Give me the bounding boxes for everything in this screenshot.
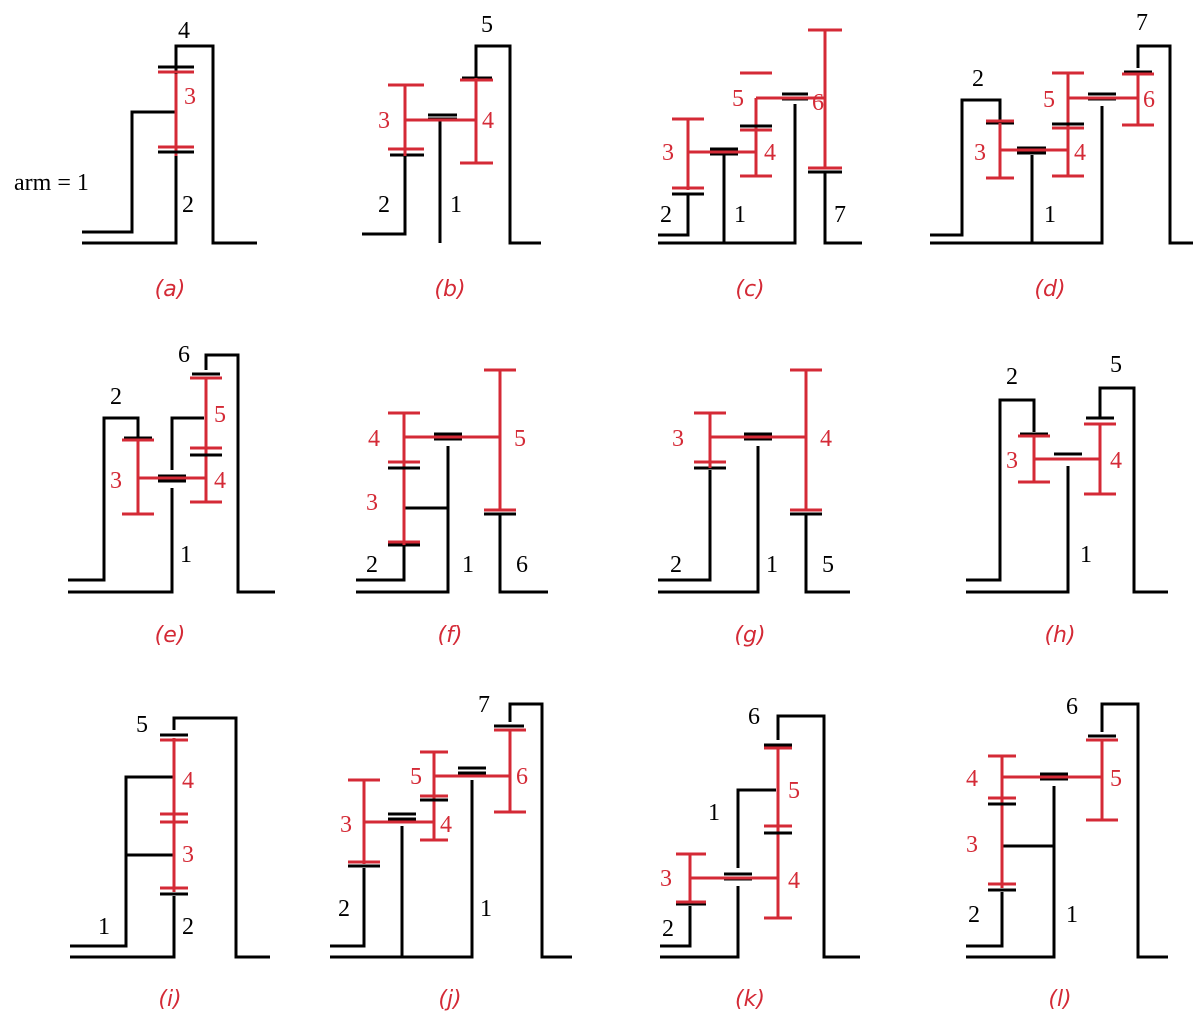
label-1: 1: [708, 800, 720, 826]
label-4: 4: [788, 868, 800, 894]
label-6: 6: [812, 90, 824, 116]
label-5: 5: [822, 552, 834, 578]
panel-k: 6 5 1 4 3 2 (k): [660, 704, 860, 1012]
label-3: 3: [110, 468, 122, 494]
caption-d: (d): [1034, 277, 1065, 302]
panel-c: 6 5 4 3 2 1 7 (c): [658, 28, 862, 302]
label-2: 2: [972, 66, 984, 92]
label-1: 1: [734, 202, 746, 228]
label-5: 5: [732, 86, 744, 112]
label-4: 4: [764, 140, 776, 166]
panel-h: 2 5 3 4 1 (h): [966, 352, 1168, 648]
panel-g: 3 4 2 1 5 (g): [658, 368, 850, 648]
label-3: 3: [184, 84, 196, 110]
label-3: 3: [672, 426, 684, 452]
panel-i: 5 4 3 1 2 (i): [70, 712, 270, 1012]
label-1: 1: [766, 552, 778, 578]
label-3: 3: [662, 140, 674, 166]
panel-j: 7 5 6 3 4 2 1 (j): [330, 692, 572, 1012]
label-6: 6: [178, 342, 190, 368]
label-4: 4: [214, 468, 226, 494]
label-2: 2: [968, 902, 980, 928]
label-4: 4: [182, 768, 194, 794]
label-1: 1: [1080, 542, 1092, 568]
label-4: 4: [368, 426, 380, 452]
label-4: 4: [1110, 448, 1122, 474]
label-6: 6: [516, 764, 528, 790]
label-6: 6: [1143, 87, 1155, 113]
label-6: 6: [748, 704, 760, 730]
label-4: 4: [440, 812, 452, 838]
label-4: 4: [1074, 140, 1086, 166]
caption-f: (f): [438, 623, 463, 648]
label-2: 2: [338, 896, 350, 922]
label-5: 5: [788, 778, 800, 804]
label-6: 6: [516, 552, 528, 578]
caption-g: (g): [734, 623, 765, 648]
label-5: 5: [1110, 766, 1122, 792]
caption-c: (c): [735, 277, 764, 302]
label-4: 4: [966, 766, 978, 792]
label-7: 7: [478, 692, 490, 718]
label-3: 3: [1006, 448, 1018, 474]
caption-a: (a): [155, 277, 186, 302]
label-5: 5: [136, 712, 148, 738]
panel-b: 5 3 4 2 1 (b): [362, 12, 541, 302]
label-5: 5: [1043, 87, 1055, 113]
label-2: 2: [660, 202, 672, 228]
label-7: 7: [834, 202, 846, 228]
panel-d: 7 2 5 6 3 4 1 (d): [930, 10, 1193, 302]
label-3: 3: [974, 140, 986, 166]
label-4: 4: [482, 108, 494, 134]
label-3: 3: [366, 490, 378, 516]
label-1: 1: [1066, 902, 1078, 928]
arm-label: arm = 1: [14, 170, 89, 196]
label-2: 2: [182, 192, 194, 218]
label-4: 4: [178, 18, 190, 44]
panel-a: 4 3 2 arm = 1 (a): [14, 18, 257, 302]
label-7: 7: [1136, 10, 1148, 36]
panel-l: 6 4 5 3 2 1 (l): [966, 694, 1168, 1012]
label-2: 2: [670, 552, 682, 578]
label-3: 3: [660, 866, 672, 892]
label-3: 3: [182, 842, 194, 868]
label-2: 2: [110, 384, 122, 410]
caption-l: (l): [1048, 987, 1071, 1012]
panel-e: 6 2 5 3 4 1 (e): [68, 342, 275, 648]
caption-h: (h): [1044, 623, 1075, 648]
label-3: 3: [966, 832, 978, 858]
label-3: 3: [378, 108, 390, 134]
caption-k: (k): [735, 987, 765, 1012]
label-2: 2: [366, 552, 378, 578]
label-5: 5: [481, 12, 493, 38]
label-5: 5: [214, 402, 226, 428]
label-1: 1: [450, 192, 462, 218]
label-3: 3: [340, 812, 352, 838]
label-2: 2: [662, 916, 674, 942]
label-2: 2: [1006, 364, 1018, 390]
caption-e: (e): [155, 623, 186, 648]
label-5: 5: [410, 764, 422, 790]
label-1: 1: [1044, 202, 1056, 228]
label-4: 4: [820, 426, 832, 452]
label-1: 1: [480, 896, 492, 922]
label-1: 1: [462, 552, 474, 578]
label-6: 6: [1066, 694, 1078, 720]
panel-f: 4 5 3 2 1 6 (f): [356, 368, 548, 648]
label-2: 2: [182, 914, 194, 940]
caption-b: (b): [434, 277, 465, 302]
caption-j: (j): [438, 987, 461, 1012]
caption-i: (i): [158, 987, 181, 1012]
label-5: 5: [1110, 352, 1122, 378]
label-1: 1: [180, 542, 192, 568]
label-1: 1: [98, 914, 110, 940]
label-2: 2: [378, 192, 390, 218]
label-5: 5: [514, 426, 526, 452]
